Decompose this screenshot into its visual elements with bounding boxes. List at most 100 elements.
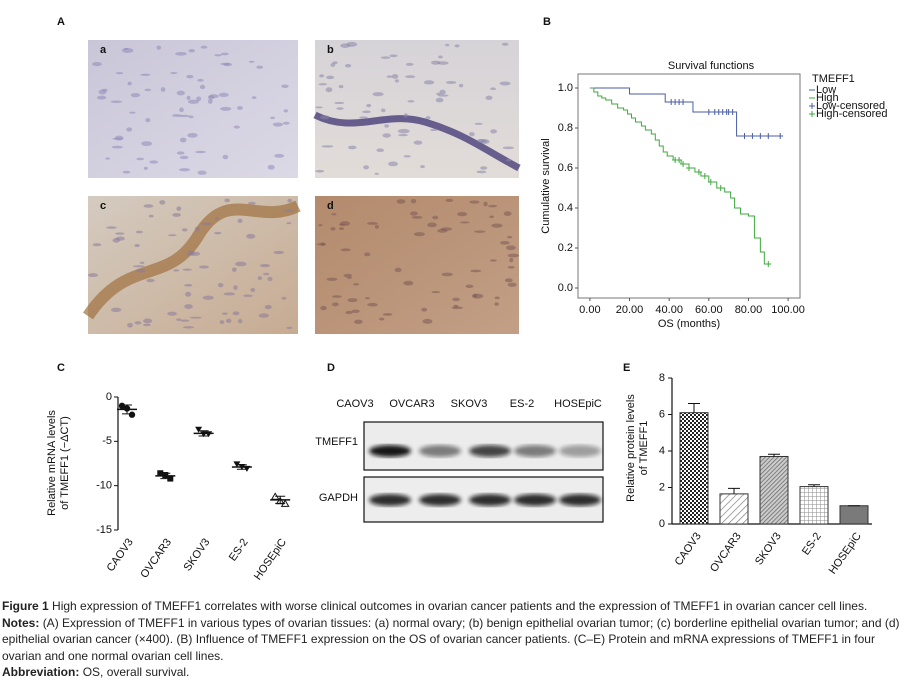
y-tick-label: 0.4 <box>558 202 573 214</box>
y-axis-label: Relative mRNA levels <box>46 410 58 516</box>
nucleus <box>489 259 497 262</box>
nucleus <box>179 137 187 143</box>
caption: Figure 1 High expression of TMEFF1 corre… <box>2 598 917 681</box>
nucleus <box>130 93 141 98</box>
nucleus <box>201 222 212 226</box>
nucleus <box>445 198 454 202</box>
blot-band <box>559 494 601 506</box>
nucleus <box>179 107 184 113</box>
nucleus <box>473 230 486 233</box>
micrograph <box>88 40 298 178</box>
nucleus <box>326 75 335 80</box>
nucleus <box>404 75 416 79</box>
nucleus <box>367 302 378 307</box>
nucleus <box>505 158 512 162</box>
nucleus <box>372 92 384 97</box>
error-bar <box>768 453 780 457</box>
nucleus <box>465 284 474 289</box>
nucleus <box>367 222 378 225</box>
nucleus <box>403 280 414 286</box>
data-point <box>123 405 131 412</box>
nucleus <box>197 78 204 82</box>
nucleus <box>499 81 511 86</box>
nucleus <box>179 168 191 172</box>
caption-abbreviation: Abbreviation: OS, overall survival. <box>2 664 917 681</box>
nucleus <box>176 318 182 321</box>
nucleus <box>427 222 437 228</box>
nucleus <box>477 139 488 144</box>
nucleus <box>394 79 399 83</box>
legend-symbol <box>809 111 815 117</box>
nucleus <box>111 145 123 149</box>
y-axis-label: of TMEFF1 <box>638 421 650 476</box>
nucleus <box>259 264 271 268</box>
nucleus <box>403 113 408 118</box>
panel-label: B <box>543 16 551 28</box>
y-tick-label: -5 <box>102 435 112 447</box>
y-tick-label: 8 <box>659 372 665 384</box>
nucleus <box>380 108 386 113</box>
nucleus <box>347 276 352 279</box>
legend-symbol <box>809 103 815 109</box>
nucleus <box>397 128 410 134</box>
nucleus <box>502 146 515 150</box>
nucleus <box>501 42 509 46</box>
x-tick-label: CAOV3 <box>105 537 136 574</box>
nucleus <box>180 319 190 322</box>
x-tick-label: SKOV3 <box>182 537 213 574</box>
nucleus <box>384 124 389 128</box>
nucleus <box>143 318 153 324</box>
nucleus <box>96 95 107 100</box>
nucleus <box>114 135 124 141</box>
x-tick-label: HOSEpiC <box>252 536 289 582</box>
nucleus <box>489 215 495 219</box>
nucleus <box>413 232 425 237</box>
blot-band <box>514 445 556 457</box>
y-tick-label: 6 <box>659 408 665 420</box>
blot-band <box>369 494 411 506</box>
nucleus <box>363 165 370 170</box>
nucleus <box>382 313 393 316</box>
nucleus <box>441 272 453 277</box>
image-label: a <box>100 44 107 56</box>
legend-title: TMEFF1 <box>812 73 855 85</box>
panel-label: D <box>327 362 335 374</box>
lane-label: CAOV3 <box>336 398 373 410</box>
nucleus <box>440 227 453 231</box>
nucleus <box>184 304 193 309</box>
nucleus <box>432 215 439 220</box>
nucleus <box>362 110 371 114</box>
nucleus <box>258 313 270 318</box>
nucleus <box>331 213 337 216</box>
nucleus <box>410 211 418 216</box>
nucleus <box>500 240 510 245</box>
nucleus <box>214 54 222 57</box>
nucleus <box>344 64 352 68</box>
nucleus <box>231 267 237 272</box>
nucleus <box>221 312 228 315</box>
nucleus <box>287 198 293 203</box>
nucleus <box>267 276 273 282</box>
y-axis-label: Relative protein levels <box>625 394 637 502</box>
epithelium <box>83 200 301 320</box>
nucleus <box>135 268 146 273</box>
image-label: b <box>327 44 334 56</box>
nucleus <box>339 221 351 226</box>
nucleus <box>364 252 371 257</box>
nucleus <box>331 302 339 307</box>
nucleus <box>188 49 195 53</box>
censored-mark <box>676 157 683 163</box>
censored-mark <box>765 261 772 267</box>
nucleus <box>92 243 102 247</box>
nucleus <box>507 235 513 239</box>
nucleus <box>237 106 243 110</box>
nucleus <box>105 157 110 160</box>
nucleus <box>182 326 195 329</box>
nucleus <box>396 199 406 204</box>
nucleus <box>411 216 423 219</box>
nucleus <box>220 62 230 66</box>
nucleus <box>388 161 399 167</box>
x-tick-label: 80.00 <box>735 304 763 316</box>
nucleus <box>178 114 190 118</box>
nucleus <box>189 316 202 319</box>
